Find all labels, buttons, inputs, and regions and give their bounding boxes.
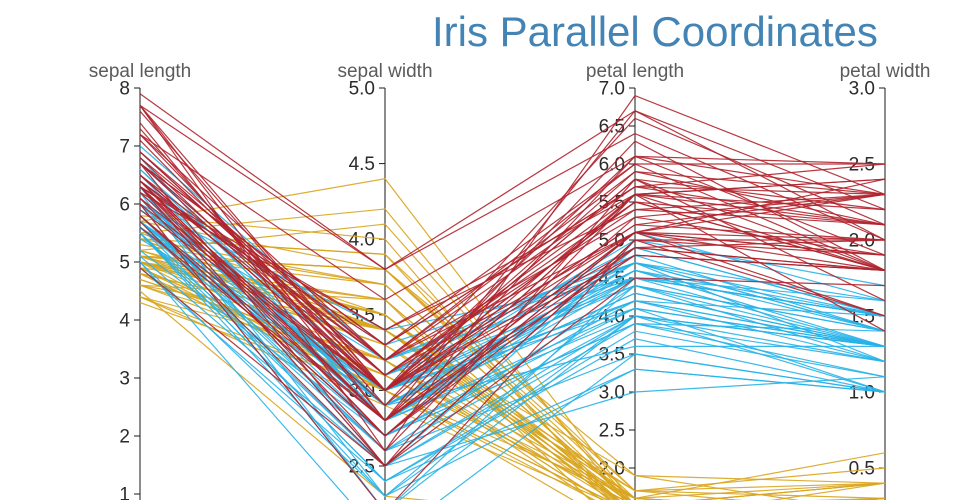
tick-label: 1 xyxy=(119,485,130,500)
data-line-setosa xyxy=(139,296,604,500)
axis-title: petal length xyxy=(586,61,684,82)
axis-title: sepal length xyxy=(89,61,191,82)
data-line-setosa xyxy=(139,290,886,500)
data-line-virginica xyxy=(139,203,886,392)
axis-titles-group: sepal length sepal width petal length petal… xyxy=(89,61,931,82)
tick-label: 8 xyxy=(119,79,130,100)
data-line-virginica xyxy=(139,186,886,422)
tick-label: 3.5 xyxy=(599,345,625,366)
data-line-virginica xyxy=(139,180,886,377)
tick-label: 2.5 xyxy=(849,155,875,176)
data-line-versicolor xyxy=(139,215,886,452)
data-line-virginica xyxy=(139,162,886,346)
data-line-versicolor xyxy=(139,220,886,422)
data-line-virginica xyxy=(139,267,886,467)
chart-title: Iris Parallel Coordinates xyxy=(432,8,878,55)
tick-label: 2.5 xyxy=(599,421,625,442)
axis-title: petal width xyxy=(840,61,931,82)
data-line-virginica xyxy=(139,104,886,271)
data-line-virginica xyxy=(139,197,886,392)
data-line-virginica xyxy=(139,203,886,500)
tick-label: 5.0 xyxy=(349,79,375,100)
data-line-versicolor xyxy=(139,255,886,467)
data-lines-group xyxy=(139,93,886,500)
data-line-setosa xyxy=(139,249,618,500)
tick-label: 6 xyxy=(119,195,130,216)
data-line-virginica xyxy=(139,186,886,467)
tick-label: 3.0 xyxy=(599,383,625,404)
tick-label: 7 xyxy=(119,137,130,158)
data-line-virginica xyxy=(139,139,886,392)
tick-label: 5 xyxy=(119,253,130,274)
axis-title: sepal width xyxy=(337,61,432,82)
data-line-virginica xyxy=(139,110,886,392)
data-line-versicolor xyxy=(139,191,886,407)
tick-label: 4.5 xyxy=(349,154,375,175)
data-line-setosa xyxy=(139,284,614,500)
data-line-virginica xyxy=(139,151,886,377)
tick-label: 3 xyxy=(119,369,130,390)
tick-label: 4.0 xyxy=(349,230,375,251)
data-line-versicolor xyxy=(139,226,886,467)
tick-label: 2 xyxy=(119,427,130,448)
data-line-virginica xyxy=(139,209,886,392)
data-line-virginica xyxy=(139,133,886,301)
tick-label: 3.0 xyxy=(849,79,875,100)
tick-label: 4 xyxy=(119,311,130,332)
tick-label: 0.5 xyxy=(849,459,875,480)
data-line-setosa xyxy=(139,208,625,500)
data-line-versicolor xyxy=(139,220,886,452)
data-line-virginica xyxy=(139,174,886,392)
tick-label: 7.0 xyxy=(599,79,625,100)
data-line-versicolor xyxy=(139,261,886,497)
data-line-virginica xyxy=(139,162,886,377)
data-line-virginica xyxy=(139,191,886,331)
